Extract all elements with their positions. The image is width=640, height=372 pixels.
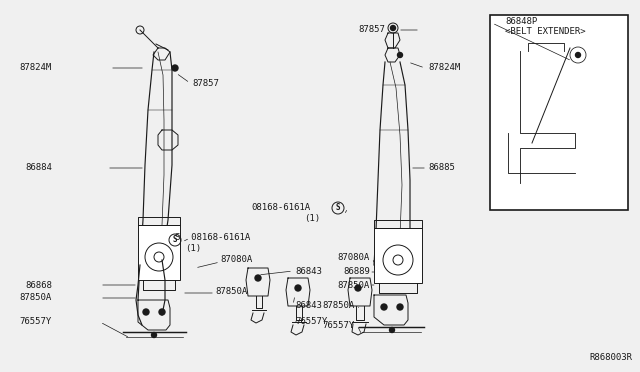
Text: <BELT EXTENDER>: <BELT EXTENDER> xyxy=(505,28,586,36)
Circle shape xyxy=(390,327,394,333)
Text: (1): (1) xyxy=(304,214,320,222)
Text: 76557Y: 76557Y xyxy=(295,317,327,327)
Text: 87080A: 87080A xyxy=(338,253,370,263)
Text: S: S xyxy=(173,235,177,244)
Text: 86889: 86889 xyxy=(343,267,370,276)
Bar xyxy=(374,228,422,283)
Circle shape xyxy=(295,285,301,291)
Bar xyxy=(138,225,180,280)
Text: 86843: 86843 xyxy=(295,301,322,310)
Text: 76557Y: 76557Y xyxy=(323,321,355,330)
Text: 08168-6161A: 08168-6161A xyxy=(251,203,310,212)
Circle shape xyxy=(381,304,387,310)
Circle shape xyxy=(143,309,149,315)
Text: 87850A: 87850A xyxy=(215,286,247,295)
Circle shape xyxy=(159,309,165,315)
Text: 86848P: 86848P xyxy=(505,17,537,26)
Text: 86843: 86843 xyxy=(295,266,322,276)
Bar xyxy=(524,55,568,128)
Text: 87850A: 87850A xyxy=(323,301,355,310)
Circle shape xyxy=(397,304,403,310)
Text: (1): (1) xyxy=(185,244,201,253)
Text: 86885: 86885 xyxy=(428,164,455,173)
Text: 87857: 87857 xyxy=(358,26,385,35)
Circle shape xyxy=(355,285,361,291)
Circle shape xyxy=(152,333,157,337)
Circle shape xyxy=(172,65,178,71)
Text: 87850A: 87850A xyxy=(338,280,370,289)
Circle shape xyxy=(397,52,403,58)
Text: 87080A: 87080A xyxy=(220,256,252,264)
Text: 86868: 86868 xyxy=(25,280,52,289)
Text: 86884: 86884 xyxy=(25,164,52,173)
Text: 76557Y: 76557Y xyxy=(20,317,52,327)
Text: 87857: 87857 xyxy=(192,78,219,87)
Circle shape xyxy=(575,52,580,58)
Text: 87850A: 87850A xyxy=(20,294,52,302)
Text: 87824M: 87824M xyxy=(20,64,52,73)
Text: S  08168-6161A: S 08168-6161A xyxy=(175,234,250,243)
Bar xyxy=(490,15,628,210)
Circle shape xyxy=(390,26,396,31)
Text: R868003R: R868003R xyxy=(589,353,632,362)
Circle shape xyxy=(255,275,261,281)
Text: S: S xyxy=(336,203,340,212)
Text: 87824M: 87824M xyxy=(428,64,460,73)
